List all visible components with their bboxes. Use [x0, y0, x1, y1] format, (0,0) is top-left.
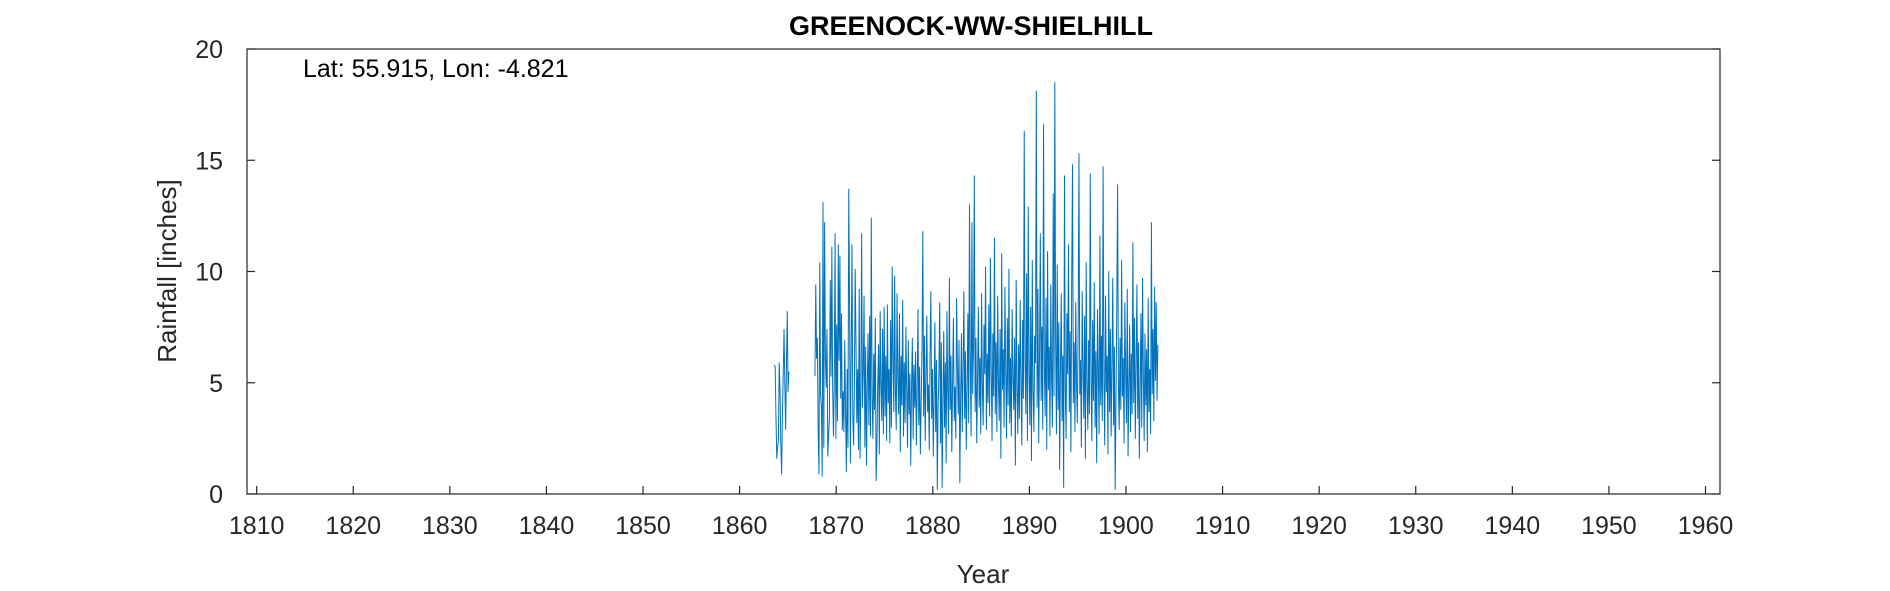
x-tick-label: 1820 — [325, 512, 381, 540]
x-tick-label: 1910 — [1195, 512, 1251, 540]
x-axis: 1810 1820 1830 1840 1850 1860 1870 1880 1890 1900… — [229, 486, 1733, 540]
x-tick-label: 1900 — [1098, 512, 1154, 540]
x-tick-label: 1840 — [519, 512, 575, 540]
y-tick-label: 10 — [195, 259, 223, 287]
x-tick-label: 1940 — [1485, 512, 1541, 540]
y-tick-label: 0 — [209, 481, 223, 509]
x-tick-label: 1880 — [905, 512, 961, 540]
x-tick-label: 1850 — [615, 512, 671, 540]
rainfall-series-line — [773, 311, 790, 475]
x-tick-label: 1930 — [1388, 512, 1444, 540]
y-tick-label: 20 — [195, 36, 223, 64]
x-axis-label: Year — [957, 559, 1010, 589]
x-tick-label: 1870 — [808, 512, 864, 540]
x-tick-label: 1920 — [1291, 512, 1347, 540]
rainfall-series-line — [814, 81, 1159, 491]
x-tick-label: 1960 — [1678, 512, 1734, 540]
y-axis-label: Rainfall [inches] — [152, 179, 182, 363]
series-layer — [773, 81, 1159, 491]
x-tick-label: 1950 — [1581, 512, 1637, 540]
plot-area — [247, 49, 1720, 494]
plot-frame — [246, 48, 1721, 495]
location-annotation: Lat: 55.915, Lon: -4.821 — [303, 55, 569, 83]
x-tick-label: 1830 — [422, 512, 478, 540]
x-tick-label: 1890 — [1002, 512, 1058, 540]
y-tick-label: 5 — [209, 370, 223, 398]
y-axis: 0 5 10 15 20 — [195, 36, 1720, 509]
x-tick-label: 1860 — [712, 512, 768, 540]
x-tick-label: 1810 — [229, 512, 285, 540]
y-tick-label: 15 — [195, 147, 223, 175]
chart-title: GREENOCK-WW-SHIELHILL — [789, 11, 1153, 41]
